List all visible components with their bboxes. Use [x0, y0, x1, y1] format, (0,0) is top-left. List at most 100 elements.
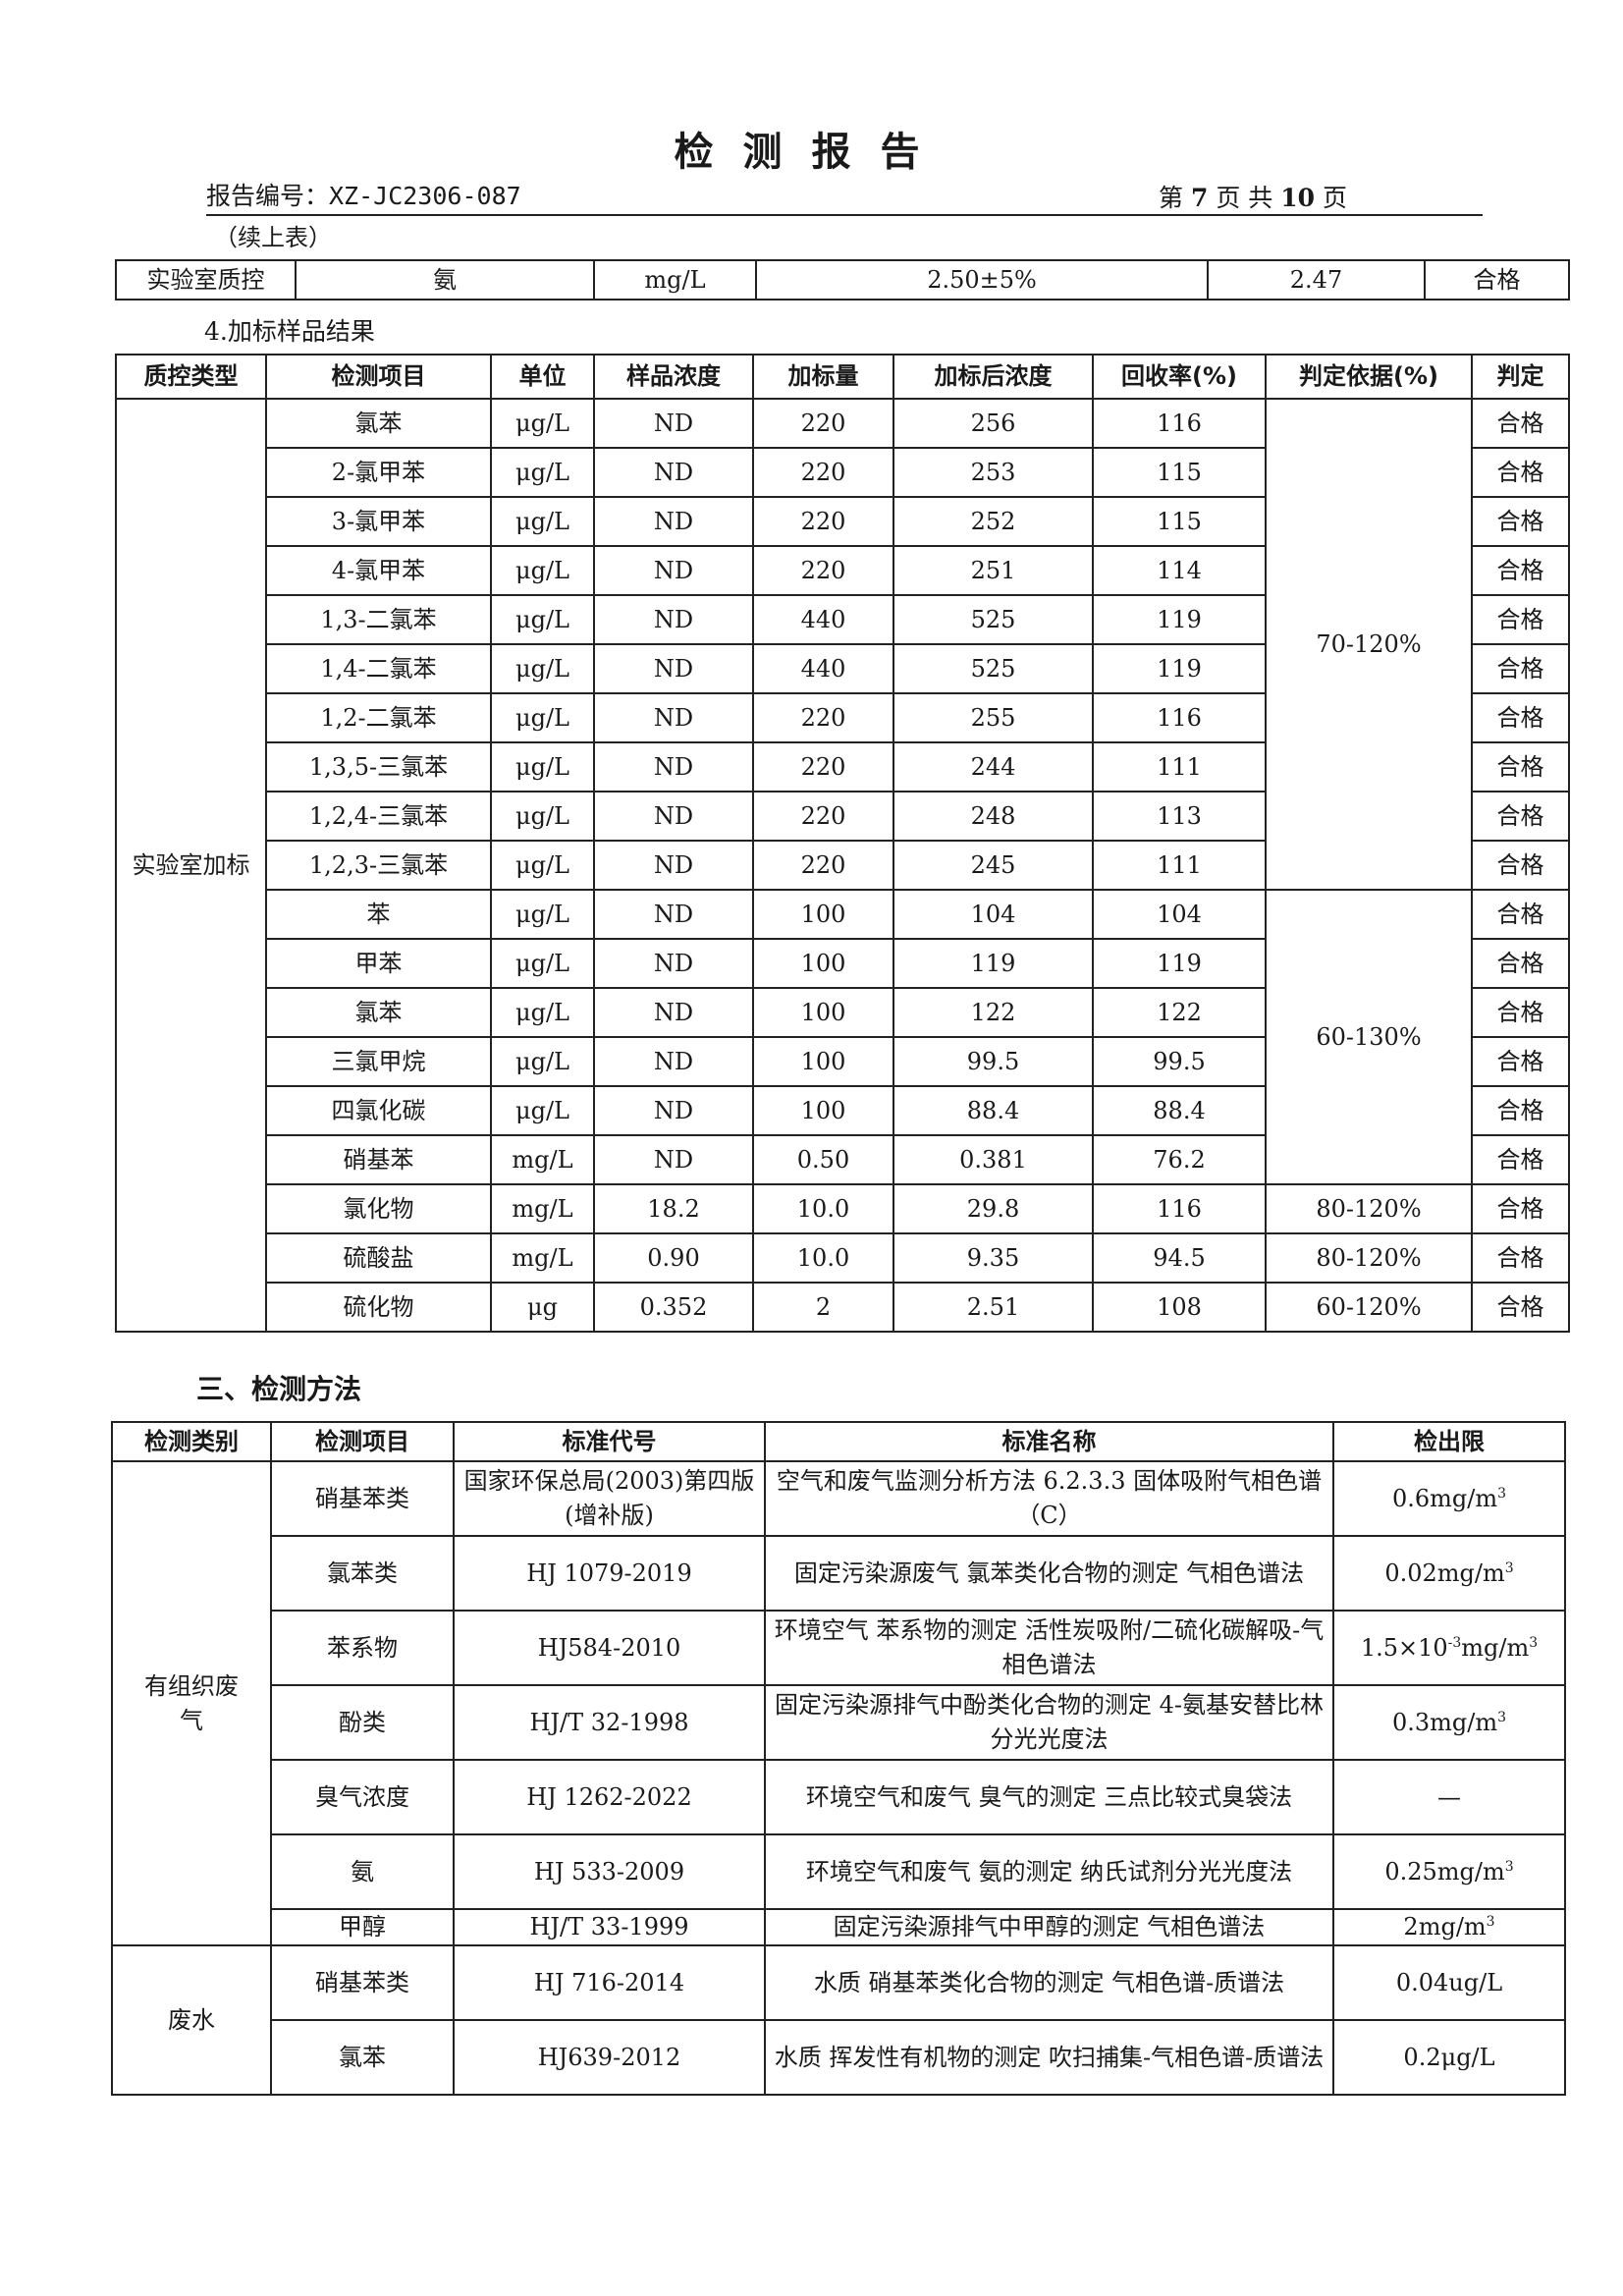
table-cell: 253 [893, 447, 1094, 498]
table-row: 硫化物 μg 0.352 2 2.51 108 60-120% 合格 [116, 1282, 1570, 1333]
table-row: 1,2,3-三氯苯 μg/L ND 220 245 111 合格 [116, 840, 1570, 891]
table-cell: ND [593, 496, 754, 547]
limit-value: 2mg/m [1403, 1913, 1487, 1941]
method-code-cell: HJ 1079-2019 [453, 1535, 766, 1612]
table-cell: 116 [1092, 398, 1267, 449]
spike-table: 质控类型 检测项目 单位 样品浓度 加标量 加标后浓度 回收率(%) 判定依据(%) 判定 实验… [115, 354, 1570, 1333]
table-cell: 3-氯甲苯 [265, 496, 492, 547]
table-cell: ND [593, 594, 754, 645]
method-item-cell: 硝基苯类 [270, 1944, 455, 2021]
table-cell: 525 [893, 594, 1094, 645]
table-cell: 苯 [265, 889, 492, 940]
verdict-cell: 合格 [1471, 938, 1570, 989]
table-row: 废水 硝基苯类 HJ 716-2014 水质 硝基苯类化合物的测定 气相色谱-质谱法 0… [111, 1944, 1566, 2096]
table-cell: 525 [893, 643, 1094, 694]
table-row: 氯化物 mg/L 18.2 10.0 29.8 116 80-120% 合格 [116, 1183, 1570, 1234]
table-cell: 119 [1092, 643, 1267, 694]
page-mid: 页 共 [1216, 184, 1273, 212]
qc-type-cell: 实验室加标 [115, 398, 267, 1333]
table-cell: 440 [752, 594, 894, 645]
table-cell: ND [593, 1085, 754, 1136]
table-cell: 4-氯甲苯 [265, 545, 492, 596]
table-cell: 256 [893, 398, 1094, 449]
page-suffix: 页 [1322, 184, 1347, 212]
table-cell: 122 [1092, 987, 1267, 1038]
table-cell: 108 [1092, 1282, 1267, 1333]
table-cell: 220 [752, 840, 894, 891]
table-cell: 硫化物 [265, 1282, 492, 1333]
table-cell: 99.5 [1092, 1036, 1267, 1087]
verdict-cell: 合格 [1471, 594, 1570, 645]
method-name-cell: 环境空气和废气 氨的测定 纳氏试剂分光光度法 [764, 1833, 1334, 1910]
table-cell: 119 [893, 938, 1094, 989]
table-row: 酚类 HJ/T 32-1998 固定污染源排气中酚类化合物的测定 4-氨基安替比林分… [112, 1684, 1566, 1761]
table-cell: 220 [752, 741, 894, 793]
detection-limit-cell: 0.25mg/m3 [1332, 1833, 1566, 1910]
qc-cell: 氨 [295, 259, 595, 301]
table-cell: μg/L [490, 692, 595, 743]
table-cell: 248 [893, 791, 1094, 842]
table-cell: 100 [752, 1036, 894, 1087]
method-name-cell: 固定污染源废气 氯苯类化合物的测定 气相色谱法 [764, 1535, 1334, 1612]
table-cell: 100 [752, 987, 894, 1038]
table-cell: μg/L [490, 447, 595, 498]
page-total: 10 [1280, 184, 1316, 212]
table-row: 氨 HJ 533-2009 环境空气和废气 氨的测定 纳氏试剂分光光度法 0.25mg… [112, 1833, 1566, 1910]
table-cell: 99.5 [893, 1036, 1094, 1087]
limit-superscript: 3 [1504, 1858, 1514, 1875]
detection-limit-cell: 1.5×10-3mg/m3 [1332, 1610, 1566, 1686]
table-cell: ND [593, 1134, 754, 1185]
limit-value: 0.3mg/m [1391, 1708, 1498, 1736]
column-header: 质控类型 [115, 354, 267, 400]
table-row: 三氯甲烷 μg/L ND 100 99.5 99.5 合格 [116, 1036, 1570, 1087]
header-divider [206, 214, 1483, 216]
verdict-cell: 合格 [1471, 447, 1570, 498]
column-header: 标准代号 [453, 1421, 766, 1462]
limit-superscript: -3 [1447, 1634, 1462, 1651]
table-cell: 94.5 [1092, 1232, 1267, 1284]
limit-superscript: 3 [1529, 1634, 1539, 1651]
detection-limit-cell: 0.2μg/L [1332, 2019, 1566, 2096]
method-item-cell: 苯系物 [270, 1610, 455, 1686]
verdict-cell: 合格 [1471, 889, 1570, 940]
qc-cell: 2.50±5% [755, 259, 1209, 301]
qc-cell: 合格 [1424, 259, 1570, 301]
table-cell: 122 [893, 987, 1094, 1038]
table-cell: 2.51 [893, 1282, 1094, 1333]
limit-superscript: 3 [1497, 1485, 1507, 1502]
table-cell: 220 [752, 447, 894, 498]
method-item-cell: 氯苯 [270, 2019, 455, 2096]
table-cell: 116 [1092, 692, 1267, 743]
table-row: 3-氯甲苯 μg/L ND 220 252 115 合格 [116, 496, 1570, 547]
category-cell: 废水 [111, 1944, 272, 2096]
verdict-cell: 合格 [1471, 692, 1570, 743]
limit-superscript: 3 [1486, 1914, 1495, 1931]
detection-limit-cell: — [1332, 1759, 1566, 1835]
qc-table: 实验室质控 氨 mg/L 2.50±5% 2.47 合格 [115, 259, 1570, 301]
table-cell: 1,2-二氯苯 [265, 692, 492, 743]
limit-value: 0.25mg/m [1384, 1857, 1505, 1886]
table-cell: 0.352 [593, 1282, 754, 1333]
method-code-cell: HJ/T 32-1998 [453, 1684, 766, 1761]
method-name-cell: 环境空气和废气 臭气的测定 三点比较式臭袋法 [764, 1759, 1334, 1835]
table-cell: ND [593, 840, 754, 891]
table-cell: μg/L [490, 398, 595, 449]
section-3-title: 三、检测方法 [196, 1373, 362, 1405]
table-cell: μg/L [490, 987, 595, 1038]
table-cell: ND [593, 398, 754, 449]
table-cell: 0.381 [893, 1134, 1094, 1185]
table-cell: 88.4 [893, 1085, 1094, 1136]
verdict-cell: 合格 [1471, 1085, 1570, 1136]
verdict-cell: 合格 [1471, 545, 1570, 596]
method-table: 检测类别 检测项目 标准代号 标准名称 检出限 有组织废气 硝基苯类 国家环保总局(2003… [111, 1421, 1566, 2096]
table-row: 氯苯类 HJ 1079-2019 固定污染源废气 氯苯类化合物的测定 气相色谱法 0.… [112, 1535, 1566, 1612]
table-cell: μg/L [490, 840, 595, 891]
method-code-cell: 国家环保总局(2003)第四版(增补版) [453, 1460, 766, 1537]
table-cell: 氯苯 [265, 987, 492, 1038]
table-cell: 119 [1092, 938, 1267, 989]
table-cell: ND [593, 889, 754, 940]
criteria-cell: 60-130% [1265, 889, 1473, 1185]
method-name-cell: 空气和废气监测分析方法 6.2.3.3 固体吸附气相色谱（C） [764, 1460, 1334, 1537]
page-info: 第 7 页 共 10 页 [1159, 179, 1347, 214]
table-cell: 0.90 [593, 1232, 754, 1284]
